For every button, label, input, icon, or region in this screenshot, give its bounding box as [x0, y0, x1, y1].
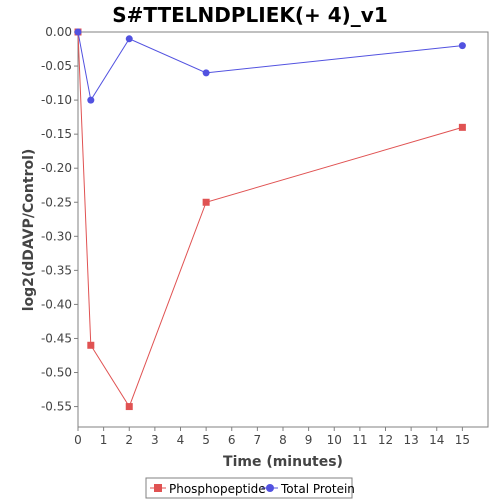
x-tick-label: 3: [151, 433, 159, 447]
y-tick-label: -0.40: [41, 297, 72, 311]
data-point-total-protein: [458, 42, 466, 50]
plot-area: [77, 31, 489, 428]
data-point-total-protein: [74, 28, 82, 36]
legend-label-total-protein: Total Protein: [280, 482, 355, 496]
legend-box: [145, 477, 353, 499]
x-tick-label: 15: [455, 433, 470, 447]
x-axis-ticks: 0 1 2 3 4 5 6 7 8 9 10 11 12 13 14 15: [74, 427, 470, 447]
x-tick-label: 1: [100, 433, 108, 447]
legend-marker-total-protein: [266, 484, 274, 492]
series-layer: [74, 28, 466, 411]
x-tick-label: 12: [378, 433, 393, 447]
x-tick-label: 4: [177, 433, 185, 447]
data-point-phosphopeptide: [202, 198, 210, 206]
y-tick-label: -0.45: [41, 331, 72, 345]
y-tick-label: -0.35: [41, 263, 72, 277]
y-tick-label: -0.25: [41, 195, 72, 209]
x-tick-label: 14: [429, 433, 444, 447]
x-tick-label: 11: [352, 433, 367, 447]
x-tick-label: 9: [305, 433, 313, 447]
x-tick-label: 5: [202, 433, 210, 447]
x-tick-label: 10: [327, 433, 342, 447]
x-axis-label: Time (minutes): [223, 454, 343, 470]
y-tick-label: -0.05: [41, 59, 72, 73]
y-axis-ticks: 0.00 -0.05 -0.10 -0.15 -0.20 -0.25 -0.30 -0.35 -…: [41, 25, 78, 414]
legend-marker-phosphopeptide: [154, 484, 162, 492]
x-tick-label: 13: [403, 433, 418, 447]
data-point-total-protein: [125, 35, 133, 43]
chart-title: S#TTELNDPLIEK(+ 4)_v1: [112, 3, 388, 27]
x-tick-label: 0: [74, 433, 82, 447]
y-tick-label: -0.55: [41, 400, 72, 414]
y-tick-label: -0.50: [41, 366, 72, 380]
y-tick-label: -0.15: [41, 127, 72, 141]
legend: Phosphopeptide Total Protein: [145, 477, 355, 499]
y-tick-label: -0.20: [41, 161, 72, 175]
data-point-phosphopeptide: [87, 341, 95, 349]
y-tick-label: -0.10: [41, 93, 72, 107]
y-axis-label: log2(dDAVP/Control): [21, 149, 37, 312]
y-tick-label: -0.30: [41, 229, 72, 243]
y-tick-label: 0.00: [45, 25, 72, 39]
x-tick-label: 8: [279, 433, 287, 447]
data-point-total-protein: [87, 96, 95, 104]
x-tick-label: 7: [254, 433, 262, 447]
data-point-total-protein: [202, 69, 210, 77]
legend-label-phosphopeptide: Phosphopeptide: [169, 482, 266, 496]
data-point-phosphopeptide: [458, 123, 466, 131]
x-tick-label: 2: [125, 433, 133, 447]
x-tick-label: 6: [228, 433, 236, 447]
data-point-phosphopeptide: [125, 403, 133, 411]
